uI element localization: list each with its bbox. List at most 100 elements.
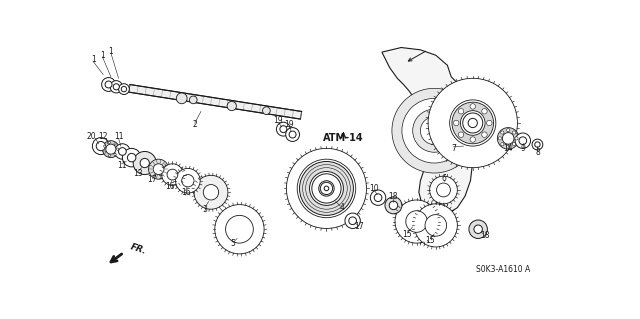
Text: 11: 11 (114, 132, 124, 141)
Circle shape (122, 148, 141, 167)
Text: 5: 5 (231, 239, 236, 249)
Circle shape (513, 131, 516, 134)
Text: 2: 2 (193, 120, 197, 129)
Polygon shape (382, 48, 473, 215)
Circle shape (385, 197, 402, 214)
Circle shape (460, 111, 485, 135)
Circle shape (374, 194, 382, 202)
Circle shape (345, 213, 360, 228)
Circle shape (96, 141, 106, 151)
Circle shape (276, 122, 291, 136)
Text: 18: 18 (388, 192, 398, 201)
Circle shape (474, 225, 483, 234)
Circle shape (468, 118, 477, 128)
Circle shape (507, 145, 510, 148)
Circle shape (106, 144, 116, 154)
Text: 7: 7 (451, 144, 456, 153)
Circle shape (458, 108, 464, 114)
Circle shape (194, 175, 228, 209)
Circle shape (133, 152, 156, 174)
Circle shape (105, 81, 112, 88)
Circle shape (121, 86, 127, 92)
Circle shape (182, 174, 194, 187)
Circle shape (204, 185, 219, 200)
Circle shape (280, 126, 287, 133)
Circle shape (215, 204, 264, 254)
Circle shape (324, 186, 329, 191)
Circle shape (104, 151, 106, 153)
Text: 15: 15 (426, 235, 435, 245)
Circle shape (262, 107, 270, 115)
Circle shape (436, 183, 451, 197)
Text: 18: 18 (481, 231, 490, 240)
Circle shape (300, 161, 353, 215)
Circle shape (482, 132, 487, 137)
Circle shape (395, 200, 438, 243)
Circle shape (176, 93, 187, 104)
Circle shape (102, 78, 115, 92)
Text: 17: 17 (148, 175, 157, 184)
Text: ATM-14: ATM-14 (323, 133, 364, 143)
Circle shape (104, 145, 106, 147)
Circle shape (470, 137, 476, 142)
Circle shape (225, 215, 253, 243)
Circle shape (140, 159, 149, 168)
Circle shape (108, 142, 111, 144)
Circle shape (392, 88, 477, 173)
Circle shape (450, 100, 496, 146)
Text: 9: 9 (520, 144, 525, 153)
Circle shape (319, 181, 334, 196)
Circle shape (127, 153, 136, 162)
Circle shape (114, 143, 116, 145)
Circle shape (110, 81, 122, 93)
Circle shape (535, 142, 540, 147)
Circle shape (513, 143, 516, 146)
Circle shape (425, 215, 447, 236)
Text: 1: 1 (91, 55, 95, 64)
Circle shape (115, 144, 130, 159)
Text: 4: 4 (339, 203, 344, 212)
Circle shape (167, 169, 178, 180)
Circle shape (406, 211, 428, 232)
Circle shape (428, 78, 517, 168)
Circle shape (285, 128, 300, 141)
Circle shape (116, 148, 118, 150)
Circle shape (371, 190, 386, 205)
Text: S0K3-A1610 A: S0K3-A1610 A (476, 265, 531, 274)
Text: 13: 13 (133, 168, 143, 178)
Text: 17: 17 (354, 222, 364, 231)
Circle shape (92, 137, 109, 154)
Circle shape (454, 120, 459, 126)
Circle shape (515, 137, 518, 140)
Text: 12: 12 (99, 132, 108, 141)
Text: 11: 11 (117, 161, 126, 170)
Circle shape (515, 133, 531, 148)
Circle shape (532, 139, 543, 150)
Circle shape (469, 220, 488, 239)
Circle shape (497, 128, 519, 149)
Circle shape (507, 129, 510, 132)
Circle shape (108, 155, 111, 157)
Text: 20: 20 (86, 132, 95, 141)
Polygon shape (129, 85, 301, 119)
Circle shape (486, 120, 492, 126)
Circle shape (463, 113, 483, 133)
Circle shape (113, 84, 119, 90)
Circle shape (413, 109, 456, 152)
Circle shape (297, 159, 356, 218)
Circle shape (402, 98, 467, 163)
Text: 1: 1 (109, 47, 113, 56)
Text: 3: 3 (202, 205, 207, 214)
Circle shape (458, 132, 464, 137)
Text: 1: 1 (100, 51, 105, 60)
Circle shape (519, 137, 527, 145)
Circle shape (162, 164, 183, 185)
Circle shape (429, 176, 458, 204)
Circle shape (320, 182, 333, 195)
Circle shape (414, 204, 458, 247)
Circle shape (389, 201, 397, 210)
Circle shape (118, 148, 126, 155)
Text: FR.: FR. (129, 242, 148, 256)
Circle shape (310, 172, 344, 205)
Text: 19: 19 (285, 120, 294, 129)
